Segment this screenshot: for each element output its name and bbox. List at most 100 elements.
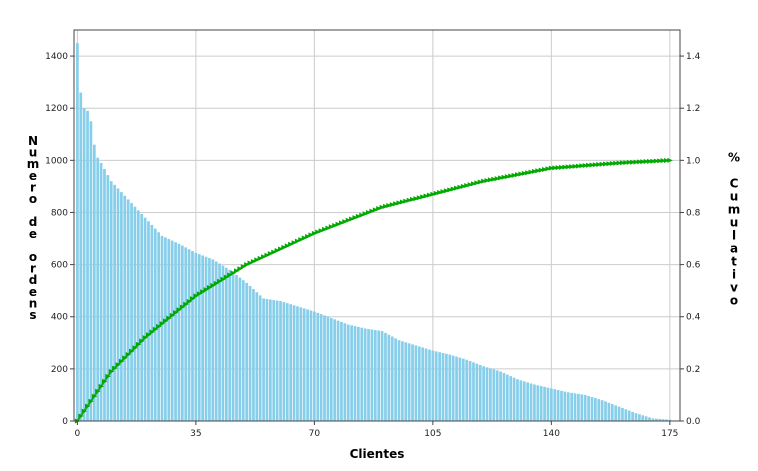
bar <box>336 320 340 421</box>
cumulative-marker <box>98 383 105 389</box>
cumulative-marker <box>345 217 352 223</box>
cumulative-marker <box>108 368 115 374</box>
bar <box>96 157 100 421</box>
cumulative-marker <box>122 355 128 361</box>
bar <box>194 252 198 421</box>
cumulative-marker <box>332 223 338 228</box>
bar <box>116 188 120 421</box>
bar <box>617 406 621 421</box>
cumulative-marker <box>179 304 186 310</box>
cumulative-marker <box>250 258 257 264</box>
bar <box>353 326 357 421</box>
cumulative-marker <box>643 159 650 165</box>
cumulative-marker <box>315 229 321 235</box>
cumulative-marker <box>271 249 277 255</box>
bar <box>654 418 658 421</box>
cumulative-marker <box>450 186 457 192</box>
bar <box>607 402 611 421</box>
cumulative-marker <box>227 272 233 278</box>
cumulative-marker <box>531 168 538 174</box>
cumulative-marker <box>308 232 314 238</box>
bar <box>529 383 533 421</box>
bar <box>269 299 272 421</box>
cumulative-marker <box>240 264 247 270</box>
cumulative-marker <box>406 197 413 203</box>
cumulative-marker <box>325 225 331 231</box>
cumulative-marker <box>284 243 291 249</box>
cumulative-marker <box>162 318 169 324</box>
bar <box>343 323 347 421</box>
bar <box>329 318 333 421</box>
cumulative-marker <box>376 206 382 212</box>
bar <box>214 261 218 421</box>
cumulative-marker <box>152 326 159 332</box>
cumulative-marker <box>609 160 616 166</box>
cumulative-marker <box>640 159 646 165</box>
bar <box>658 418 662 421</box>
bar <box>120 192 123 421</box>
bar <box>231 272 235 421</box>
bar <box>123 195 127 421</box>
bar <box>167 239 171 421</box>
bar <box>245 282 249 421</box>
bar <box>319 314 323 421</box>
bar <box>252 289 255 421</box>
cumulative-marker <box>132 345 138 351</box>
left-y-axis-ticks: 0 200 400 600 800 1000 1200 1400 <box>45 52 74 427</box>
bar <box>414 345 418 421</box>
bar <box>235 275 238 421</box>
bar <box>390 336 394 421</box>
cumulative-marker <box>613 160 619 166</box>
bar <box>89 121 93 421</box>
bar <box>624 409 628 421</box>
cumulative-marker <box>186 298 193 304</box>
cumulative-marker <box>606 161 612 167</box>
left-y-tick-label: 1000 <box>45 156 68 166</box>
cumulative-marker <box>335 221 342 227</box>
cumulative-marker <box>460 183 467 189</box>
bar <box>373 330 377 421</box>
bar <box>323 315 326 421</box>
bar <box>136 210 140 421</box>
cumulative-marker <box>660 158 667 164</box>
cumulative-marker <box>623 160 629 166</box>
bar <box>238 277 242 421</box>
cumulative-marker <box>636 159 643 165</box>
cumulative-marker <box>230 270 237 276</box>
cumulative-marker <box>264 252 270 258</box>
bar <box>434 351 438 421</box>
bar <box>350 325 353 421</box>
bar <box>126 199 130 421</box>
bar <box>299 307 303 421</box>
bar <box>113 184 116 421</box>
bar <box>197 254 201 421</box>
cumulative-marker <box>626 159 633 165</box>
cumulative-marker <box>470 181 477 187</box>
cumulative-marker <box>491 176 497 182</box>
bar <box>130 203 133 421</box>
bar <box>103 169 106 421</box>
bar <box>411 344 414 421</box>
bar <box>553 389 557 421</box>
bar <box>614 405 618 421</box>
cumulative-marker <box>379 204 386 210</box>
x-tick-label: 0 <box>75 429 81 439</box>
bar <box>665 419 668 421</box>
cumulative-marker <box>647 158 653 164</box>
bar <box>282 302 286 421</box>
bar <box>492 369 496 421</box>
cumulative-marker <box>582 163 589 169</box>
bar <box>191 251 194 421</box>
cumulative-marker <box>514 172 521 178</box>
cumulative-marker <box>663 158 670 164</box>
cumulative-marker <box>139 338 145 344</box>
bar <box>296 306 299 421</box>
cumulative-marker <box>437 189 443 195</box>
bar <box>468 361 472 421</box>
bar <box>594 398 597 421</box>
bar-series <box>76 43 672 422</box>
cumulative-marker <box>305 233 311 239</box>
bar <box>651 418 655 421</box>
bar <box>428 349 431 421</box>
